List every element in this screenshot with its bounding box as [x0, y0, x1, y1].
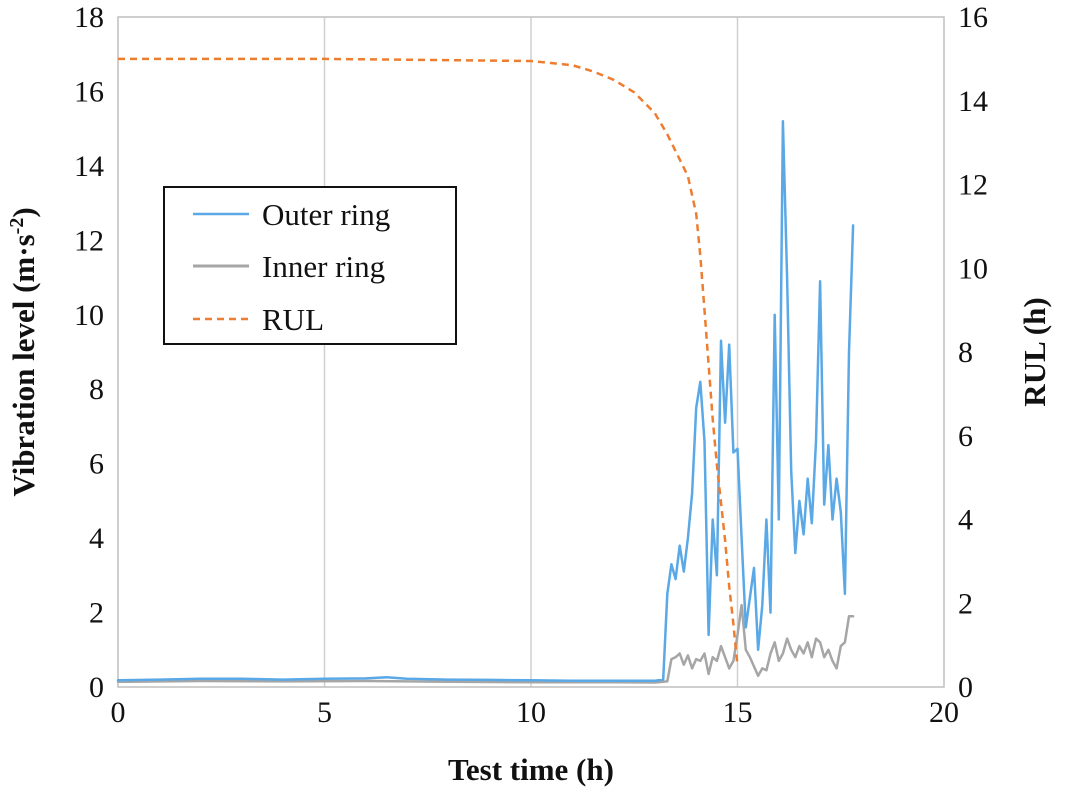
- legend-rul-label: RUL: [262, 302, 324, 337]
- series-line-outer-ring: [116, 119, 855, 682]
- y-tick-label-8: 8: [89, 373, 104, 406]
- grid-lines: [323, 17, 739, 687]
- series-layer: [116, 57, 855, 684]
- series-line-inner-ring: [116, 603, 855, 684]
- y-axis-title: Vibration level (m·s-2): [6, 207, 41, 496]
- x-tick-label-0: 0: [111, 696, 126, 729]
- y-axis-ticks: 0 2 4 6 8 10 12 14 16 18: [74, 1, 104, 704]
- y-tick-label-14: 14: [74, 150, 104, 183]
- x-tick-label-15: 15: [723, 696, 753, 729]
- x-tick-label-10: 10: [516, 696, 546, 729]
- y2-tick-label-8: 8: [958, 336, 973, 369]
- legend-inner-ring-label: Inner ring: [262, 249, 385, 284]
- y-tick-label-10: 10: [74, 299, 104, 332]
- y2-tick-label-16: 16: [958, 1, 988, 34]
- y-tick-label-6: 6: [89, 448, 104, 481]
- plot-frame: [117, 16, 945, 688]
- y2-tick-label-14: 14: [958, 85, 988, 118]
- x-tick-label-20: 20: [929, 696, 959, 729]
- y-axis-title-close: ): [6, 207, 41, 217]
- legend: Outer ring Inner ring RUL: [163, 186, 457, 345]
- y2-axis-ticks: 0 2 4 6 8 10 12 14 16: [958, 1, 988, 704]
- y-tick-label-2: 2: [89, 597, 104, 630]
- y-tick-label-18: 18: [74, 1, 104, 34]
- y-axis-title-main: Vibration level (m·s: [6, 234, 41, 496]
- y-tick-label-12: 12: [74, 224, 104, 257]
- x-axis-ticks: 0 5 10 15 20: [111, 696, 960, 729]
- legend-outer-ring-label: Outer ring: [262, 197, 390, 232]
- y-axis-title-superscript: -2: [6, 218, 28, 235]
- y2-axis-title: RUL (h): [1017, 297, 1052, 406]
- y-tick-label-0: 0: [89, 671, 104, 704]
- y2-tick-label-0: 0: [958, 671, 973, 704]
- x-tick-label-5: 5: [317, 696, 332, 729]
- series-line-rul: [118, 57, 739, 667]
- y2-tick-label-12: 12: [958, 169, 988, 202]
- y-tick-label-4: 4: [89, 522, 104, 555]
- y2-tick-label-10: 10: [958, 252, 988, 285]
- x-axis-title: Test time (h): [448, 752, 614, 787]
- y2-tick-label-6: 6: [958, 420, 973, 453]
- y2-tick-label-2: 2: [958, 587, 973, 620]
- y-tick-label-16: 16: [74, 75, 104, 108]
- y2-tick-label-4: 4: [958, 504, 973, 537]
